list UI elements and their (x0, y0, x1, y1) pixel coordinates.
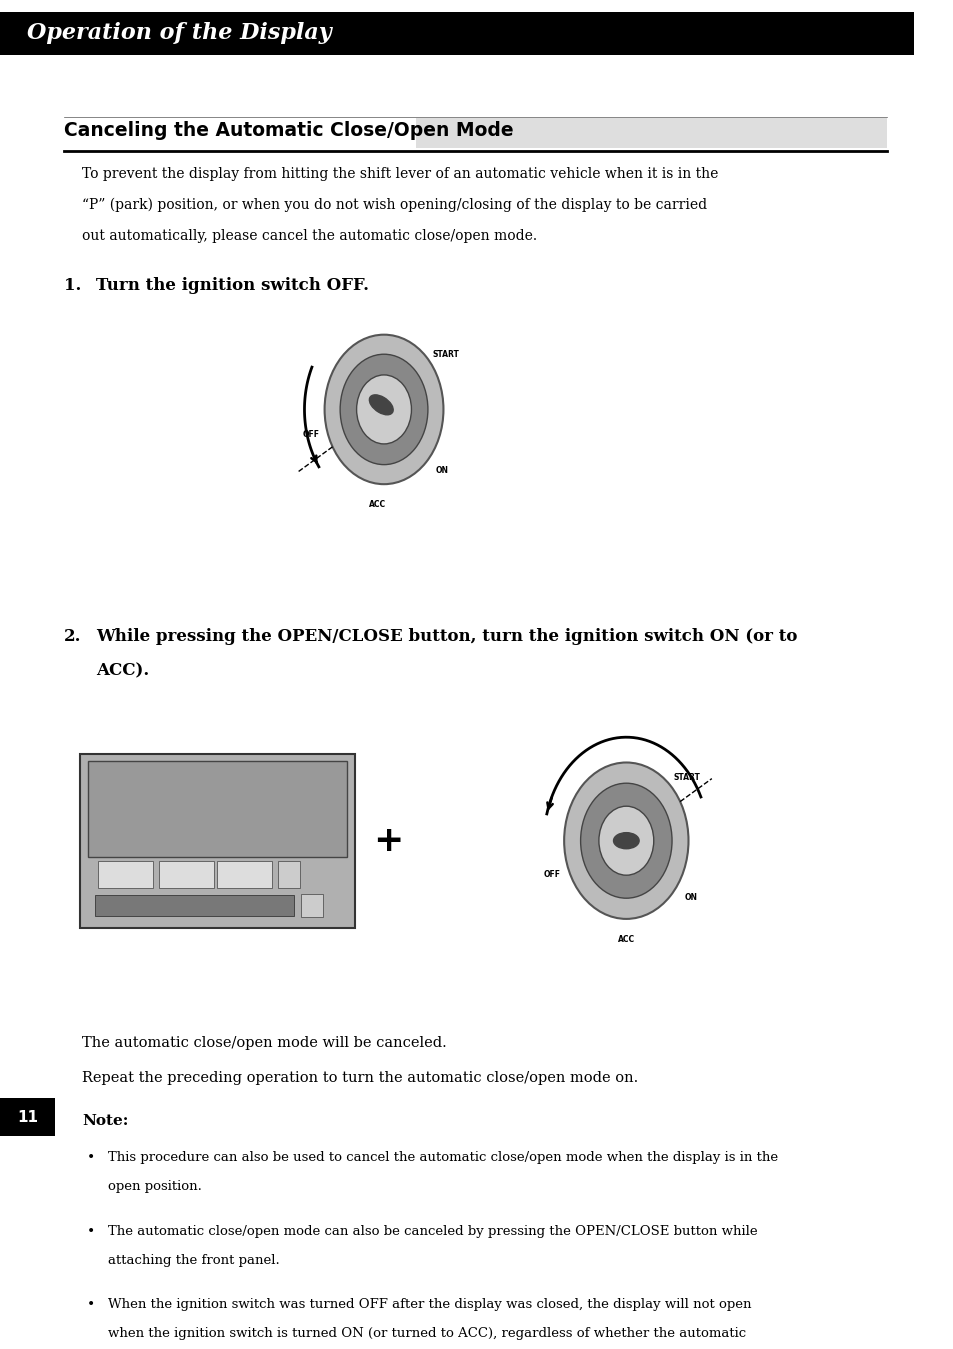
Text: WIDE: WIDE (179, 871, 193, 877)
Text: out automatically, please cancel the automatic close/open mode.: out automatically, please cancel the aut… (82, 229, 537, 243)
Circle shape (340, 355, 428, 464)
Text: •: • (87, 1151, 95, 1166)
Text: ACC: ACC (369, 500, 386, 509)
FancyBboxPatch shape (95, 896, 294, 916)
Text: ON: ON (683, 893, 697, 902)
Circle shape (598, 807, 653, 876)
Text: OFF: OFF (543, 870, 560, 880)
Ellipse shape (369, 395, 393, 414)
Text: ACC).: ACC). (96, 662, 149, 680)
Text: Repeat the preceding operation to turn the automatic close/open mode on.: Repeat the preceding operation to turn t… (82, 1071, 638, 1085)
Text: +: + (373, 824, 403, 858)
Text: 11: 11 (17, 1110, 38, 1125)
FancyBboxPatch shape (277, 861, 299, 889)
Text: ON: ON (436, 467, 448, 475)
FancyBboxPatch shape (98, 861, 152, 889)
Text: The automatic close/open mode can also be canceled by pressing the OPEN/CLOSE bu: The automatic close/open mode can also b… (108, 1225, 757, 1238)
Text: •: • (87, 1299, 95, 1313)
Text: when the ignition switch is turned ON (or turned to ACC), regardless of whether : when the ignition switch is turned ON (o… (108, 1327, 745, 1340)
FancyBboxPatch shape (159, 861, 213, 889)
FancyBboxPatch shape (0, 1098, 55, 1136)
Text: 1.: 1. (64, 277, 81, 294)
Text: The automatic close/open mode will be canceled.: The automatic close/open mode will be ca… (82, 1036, 447, 1051)
Text: Canceling the Automatic Close/Open Mode: Canceling the Automatic Close/Open Mode (64, 121, 513, 140)
Text: NORMAL: NORMAL (114, 871, 136, 877)
Ellipse shape (613, 832, 639, 849)
Text: OFF: OFF (302, 429, 319, 438)
FancyBboxPatch shape (300, 894, 322, 917)
Text: ACC: ACC (618, 935, 635, 944)
Text: This procedure can also be used to cancel the automatic close/open mode when the: This procedure can also be used to cance… (108, 1151, 778, 1164)
FancyBboxPatch shape (88, 761, 346, 857)
Circle shape (324, 335, 443, 484)
FancyBboxPatch shape (79, 754, 355, 928)
Text: open position.: open position. (108, 1180, 201, 1193)
FancyBboxPatch shape (0, 12, 913, 55)
Circle shape (356, 375, 411, 444)
FancyBboxPatch shape (216, 861, 272, 889)
Text: When the ignition switch was turned OFF after the display was closed, the displa: When the ignition switch was turned OFF … (108, 1299, 751, 1311)
Text: START: START (433, 351, 459, 359)
Text: Operation of the Display: Operation of the Display (28, 23, 332, 45)
Text: •: • (87, 1225, 95, 1238)
Text: START: START (673, 773, 700, 781)
Text: 2.: 2. (64, 627, 81, 645)
Circle shape (563, 762, 688, 919)
Text: ANGLE: ANGLE (235, 871, 253, 877)
Text: Turn the ignition switch OFF.: Turn the ignition switch OFF. (96, 277, 369, 294)
Text: To prevent the display from hitting the shift lever of an automatic vehicle when: To prevent the display from hitting the … (82, 167, 718, 181)
Text: “P” (park) position, or when you do not wish opening/closing of the display to b: “P” (park) position, or when you do not … (82, 198, 707, 212)
FancyBboxPatch shape (416, 119, 886, 148)
Text: attaching the front panel.: attaching the front panel. (108, 1253, 279, 1267)
Circle shape (580, 784, 671, 898)
Text: While pressing the OPEN/CLOSE button, turn the ignition switch ON (or to: While pressing the OPEN/CLOSE button, tu… (96, 627, 797, 645)
Text: Note:: Note: (82, 1114, 129, 1128)
